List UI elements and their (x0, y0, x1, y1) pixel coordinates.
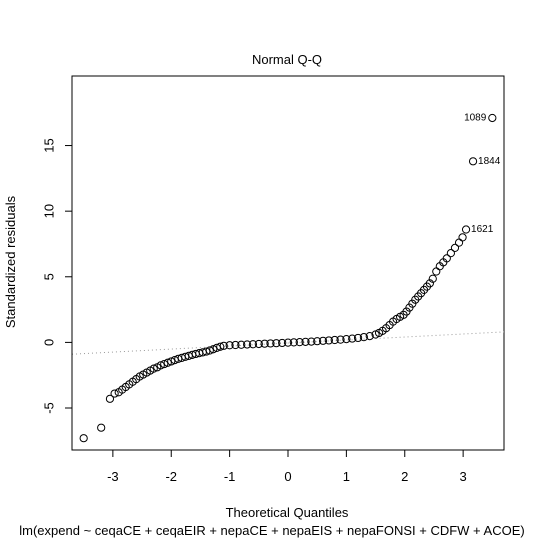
data-point (209, 345, 218, 354)
data-point (442, 254, 451, 263)
data-point (428, 274, 437, 283)
x-tick-label: -1 (224, 469, 236, 484)
data-point (450, 243, 460, 253)
data-point (425, 279, 434, 288)
data-point (216, 342, 225, 351)
data-point (97, 423, 106, 432)
y-tick-label: 10 (42, 204, 57, 218)
x-axis: -3 -2 -1 0 1 2 3 (107, 449, 467, 484)
annotations-layer: 1089 1844 1621 (464, 112, 501, 235)
y-tick-label: 5 (42, 273, 57, 280)
data-point (237, 340, 246, 349)
data-point (330, 335, 339, 345)
point-label: 1844 (478, 156, 501, 167)
y-axis-label: Standardized residuals (3, 195, 18, 328)
x-tick-label: -3 (107, 469, 119, 484)
data-point (156, 361, 165, 370)
point-label: 1621 (471, 224, 494, 235)
data-point (248, 340, 258, 349)
data-point (272, 339, 281, 348)
data-point (266, 339, 275, 348)
data-point (225, 341, 234, 350)
data-point (365, 331, 374, 341)
y-tick-label: 15 (42, 138, 57, 152)
point-label: 1089 (464, 112, 487, 123)
data-point (336, 335, 345, 344)
data-point (231, 340, 240, 350)
data-point (163, 358, 172, 367)
x-tick-label: -2 (165, 469, 177, 484)
data-point (342, 335, 351, 344)
x-tick-label: 2 (401, 469, 408, 484)
data-point (283, 338, 293, 347)
data-point (254, 339, 263, 349)
data-point (468, 157, 478, 166)
y-tick-label: 0 (42, 339, 57, 346)
data-point (318, 336, 328, 345)
data-point (307, 337, 316, 346)
data-point (295, 338, 304, 347)
y-tick-label: -5 (42, 402, 57, 414)
data-point (348, 334, 357, 343)
data-point (458, 233, 467, 242)
data-point (324, 336, 333, 345)
data-point (446, 249, 455, 258)
model-caption: lm(expend ~ ceqaCE + ceqaEIR + nepaCE + … (19, 523, 524, 538)
data-point (260, 339, 269, 348)
data-point (454, 238, 464, 247)
x-axis-label: Theoretical Quantiles (226, 505, 349, 520)
data-point (219, 341, 228, 350)
reference-line (71, 331, 505, 355)
data-point (149, 364, 158, 373)
data-point (432, 267, 441, 276)
data-point (205, 346, 214, 355)
data-point (202, 347, 211, 356)
data-point (243, 340, 252, 349)
chart-title: Normal Q-Q (252, 52, 322, 67)
data-point (313, 337, 322, 346)
data-point (359, 333, 368, 342)
data-point (289, 338, 298, 347)
data-point (160, 359, 169, 369)
data-point (79, 434, 88, 443)
data-point (278, 338, 287, 348)
data-point (110, 389, 119, 398)
x-tick-label: 1 (343, 469, 350, 484)
data-point (353, 333, 363, 343)
data-point (488, 113, 497, 123)
y-axis: -5 0 5 10 15 (42, 138, 73, 414)
data-point (301, 337, 310, 346)
data-point (105, 394, 115, 403)
points-layer (79, 113, 497, 443)
x-tick-label: 0 (284, 469, 291, 484)
data-point (167, 357, 176, 366)
x-tick-label: 3 (460, 469, 467, 484)
data-point (461, 225, 471, 234)
